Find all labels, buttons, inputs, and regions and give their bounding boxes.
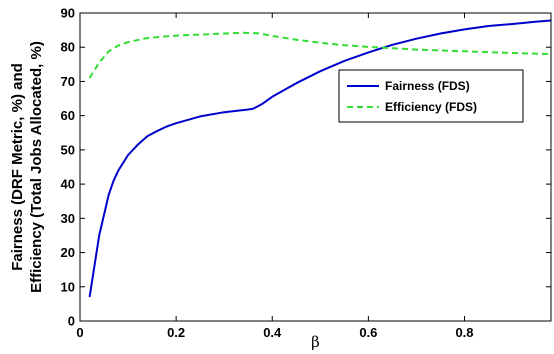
legend-box — [338, 69, 524, 123]
y-tick-label: 50 — [61, 142, 75, 157]
series-layer — [88, 19, 552, 298]
x-tick-label: 0.2 — [167, 325, 185, 340]
plot-frame — [79, 12, 552, 322]
ticks-layer: 0 0.2 0.4 0.6 0.8 0 10 20 30 40 50 60 70 80 90 — [61, 6, 551, 340]
y-axis-label-line: Fairness (DRF Metric, %) and — [9, 63, 26, 271]
legend: Fairness (FDS) Efficiency (FDS) — [338, 69, 524, 123]
x-tick-label: 0.6 — [359, 325, 377, 340]
legend-entry-label: Efficiency (FDS) — [385, 100, 477, 114]
y-tick-label: 90 — [61, 6, 75, 21]
y-tick-label: 70 — [61, 74, 75, 89]
y-tick-label: 10 — [61, 279, 75, 294]
x-tick-label: 0.4 — [263, 325, 282, 340]
y-tick-label: 30 — [61, 211, 75, 226]
y-tick-label: 80 — [61, 40, 75, 55]
y-tick-label: 60 — [61, 108, 75, 123]
series-line-efficiency — [88, 31, 552, 79]
y-axis-label-line: Efficiency (Total Jobs Allocated, %) — [28, 41, 45, 293]
y-tick-label: 40 — [61, 177, 75, 192]
labels-layer: β Fairness (DRF Metric, %) and Efficiency … — [9, 41, 320, 351]
y-tick-label: 20 — [61, 245, 75, 260]
series-line-fairness — [88, 19, 552, 298]
x-tick-label: 0 — [76, 325, 83, 340]
x-axis-label: β — [311, 333, 320, 351]
x-tick-label: 0.8 — [455, 325, 473, 340]
legend-entry-label: Fairness (FDS) — [385, 79, 470, 93]
y-tick-label: 0 — [68, 314, 75, 329]
